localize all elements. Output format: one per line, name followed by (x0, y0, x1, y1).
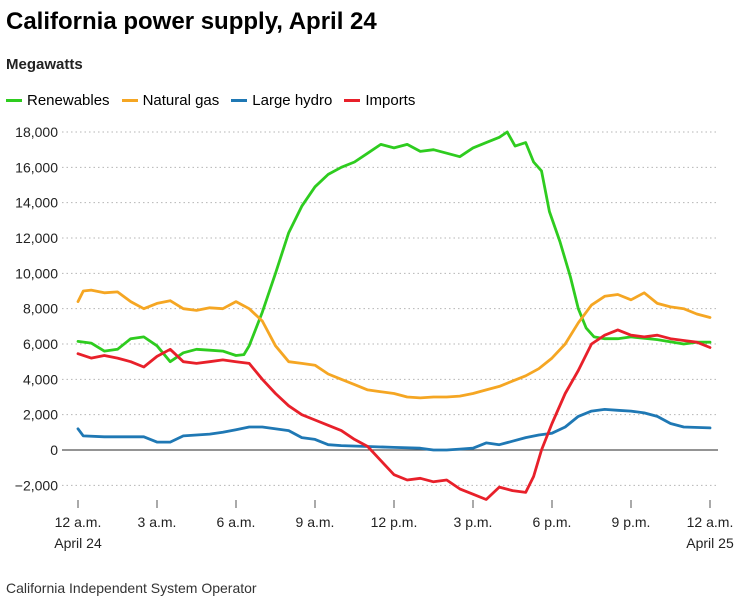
y-tick-label: 2,000 (23, 407, 58, 423)
legend-label: Imports (365, 92, 416, 109)
x-tick-label: 6 p.m. (533, 514, 572, 530)
chart-title: California power supply, April 24 (6, 8, 377, 35)
x-tick-sublabel: April 25 (686, 535, 734, 551)
y-tick-label: 12,000 (15, 230, 58, 246)
y-tick-label: 0 (50, 442, 58, 458)
legend-swatch (121, 99, 138, 102)
y-tick-label: 8,000 (23, 301, 58, 317)
x-tick-label: 12 p.m. (371, 514, 418, 530)
legend: Renewables Natural gas Large hydro Impor… (6, 92, 415, 109)
legend-item-imports: Imports (344, 92, 415, 109)
legend-swatch (344, 99, 361, 102)
series-line-renewables (76, 130, 712, 364)
y-tick-label: 4,000 (23, 371, 58, 387)
legend-swatch (231, 99, 248, 102)
chart-subtitle: Megawatts (6, 56, 83, 73)
x-tick-label: 3 p.m. (454, 514, 493, 530)
x-tick-label: 3 a.m. (138, 514, 177, 530)
x-tick-label: 9 a.m. (296, 514, 335, 530)
y-tick-label: 16,000 (15, 159, 58, 175)
x-tick-sublabel: April 24 (54, 535, 102, 551)
source-note: California Independent System Operator (6, 580, 257, 596)
x-tick-label: 12 a.m. (55, 514, 102, 530)
legend-label: Natural gas (142, 92, 220, 109)
y-tick-label: 14,000 (15, 195, 58, 211)
x-tick-label: 9 p.m. (612, 514, 651, 530)
legend-swatch (6, 99, 22, 102)
legend-label: Large hydro (252, 92, 333, 109)
x-tick-label: 12 a.m. (687, 514, 734, 530)
series-line-large-hydro (76, 408, 712, 452)
y-tick-label: −2,000 (15, 477, 58, 493)
legend-item-natural-gas: Natural gas (121, 92, 220, 109)
legend-item-renewables: Renewables (6, 92, 110, 109)
legend-label: Renewables (27, 92, 110, 109)
y-tick-label: 18,000 (15, 124, 58, 140)
y-tick-label: 10,000 (15, 265, 58, 281)
legend-item-large-hydro: Large hydro (231, 92, 332, 109)
x-tick-label: 6 a.m. (217, 514, 256, 530)
series-line-natural-gas (76, 288, 712, 400)
series-line-imports (76, 328, 712, 501)
y-tick-label: 6,000 (23, 336, 58, 352)
